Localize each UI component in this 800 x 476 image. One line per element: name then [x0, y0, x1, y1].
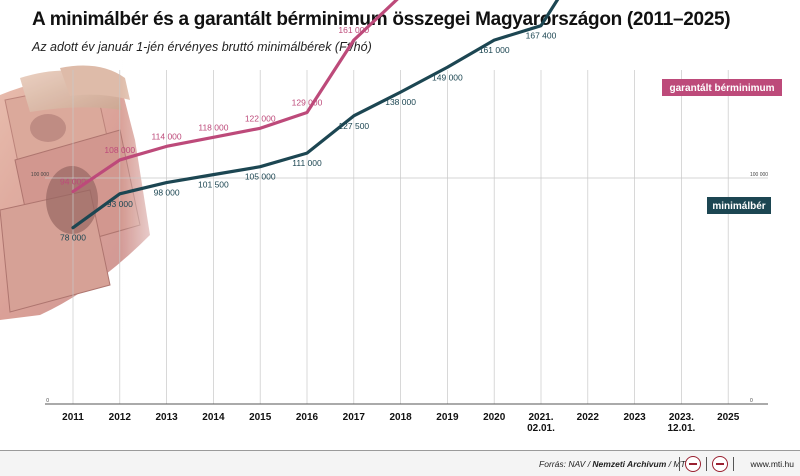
data-label: 118 000	[198, 122, 228, 132]
x-tick-label: 2015	[249, 412, 272, 423]
x-tick-label: 2014	[202, 412, 225, 423]
website-url: www.mti.hu	[750, 459, 794, 469]
divider	[733, 456, 734, 471]
x-tick-label: 2023	[623, 412, 646, 423]
y-tick-label-right: 100 000	[750, 172, 768, 178]
source-text: Forrás: NAV / Nemzeti Archívum / MTI	[539, 459, 688, 469]
x-tick-label: 2017	[343, 412, 366, 423]
mtva-logo-icon	[685, 455, 701, 472]
y-tick-label-left: 0	[46, 398, 49, 404]
data-label: 94 000	[60, 177, 86, 187]
data-label: 114 000	[152, 131, 182, 141]
data-labels: 94 000 108 000 114 000 118 000 122 000 129 00…	[60, 25, 557, 243]
footer: Forrás: NAV / Nemzeti Archívum / MTI www…	[0, 450, 800, 476]
x-axis: 2011 2012 2013 2014 2015 2016 2017 2018 2019 2020…	[45, 403, 768, 434]
legend: garantált bérminimum minimálbér	[662, 79, 782, 214]
data-label: 127 500	[338, 121, 369, 131]
data-label: 161 000	[479, 45, 510, 55]
x-tick-label: 2018	[389, 412, 412, 423]
footer-logos	[679, 455, 734, 472]
x-tick-label: 2025	[717, 412, 740, 423]
legend-swatch	[662, 79, 782, 96]
data-label: 98 000	[154, 188, 180, 198]
x-tick-label: 2019	[436, 412, 459, 423]
chart-title: A minimálbér és a garantált bérminimum ö…	[32, 9, 731, 30]
y-tick-label-right: 0	[750, 398, 753, 404]
x-tick-label: 2016	[296, 412, 319, 423]
x-tick-label: 2011	[62, 412, 84, 423]
data-label: 78 000	[60, 233, 86, 243]
data-label: 111 000	[292, 158, 322, 168]
x-tick-label: 2023. 12.01.	[667, 412, 695, 434]
x-tick-label: 2021. 02.01.	[527, 412, 555, 434]
data-label: 101 500	[198, 180, 229, 190]
data-label: 129 000	[292, 97, 323, 107]
x-tick-label: 2022	[577, 412, 600, 423]
x-tick-label: 2020	[483, 412, 506, 423]
data-label: 161 000	[338, 25, 369, 35]
legend-swatch	[707, 197, 771, 214]
data-label: 149 000	[432, 72, 463, 82]
data-label: 108 000	[104, 145, 135, 155]
series-lines	[71, 0, 560, 230]
series-line-minimalber	[71, 0, 560, 230]
data-label: 122 000	[245, 113, 276, 123]
data-label: 138 000	[385, 97, 416, 107]
chart-subtitle: Az adott év január 1-jén érvényes bruttó…	[32, 40, 372, 54]
mti-logo-icon	[712, 455, 728, 472]
divider	[679, 456, 680, 471]
legend-label: minimálbér	[712, 201, 765, 212]
x-tick-label: 2012	[109, 412, 132, 423]
data-label: 93 000	[107, 199, 133, 209]
data-label: 167 400	[526, 31, 557, 41]
x-tick-label: 2013	[155, 412, 178, 423]
y-tick-label-left: 100 000	[31, 172, 49, 178]
divider	[706, 456, 707, 471]
data-label: 105 000	[245, 172, 276, 182]
legend-label: garantált bérminimum	[669, 83, 774, 94]
series-line-garantalt	[71, 0, 399, 194]
